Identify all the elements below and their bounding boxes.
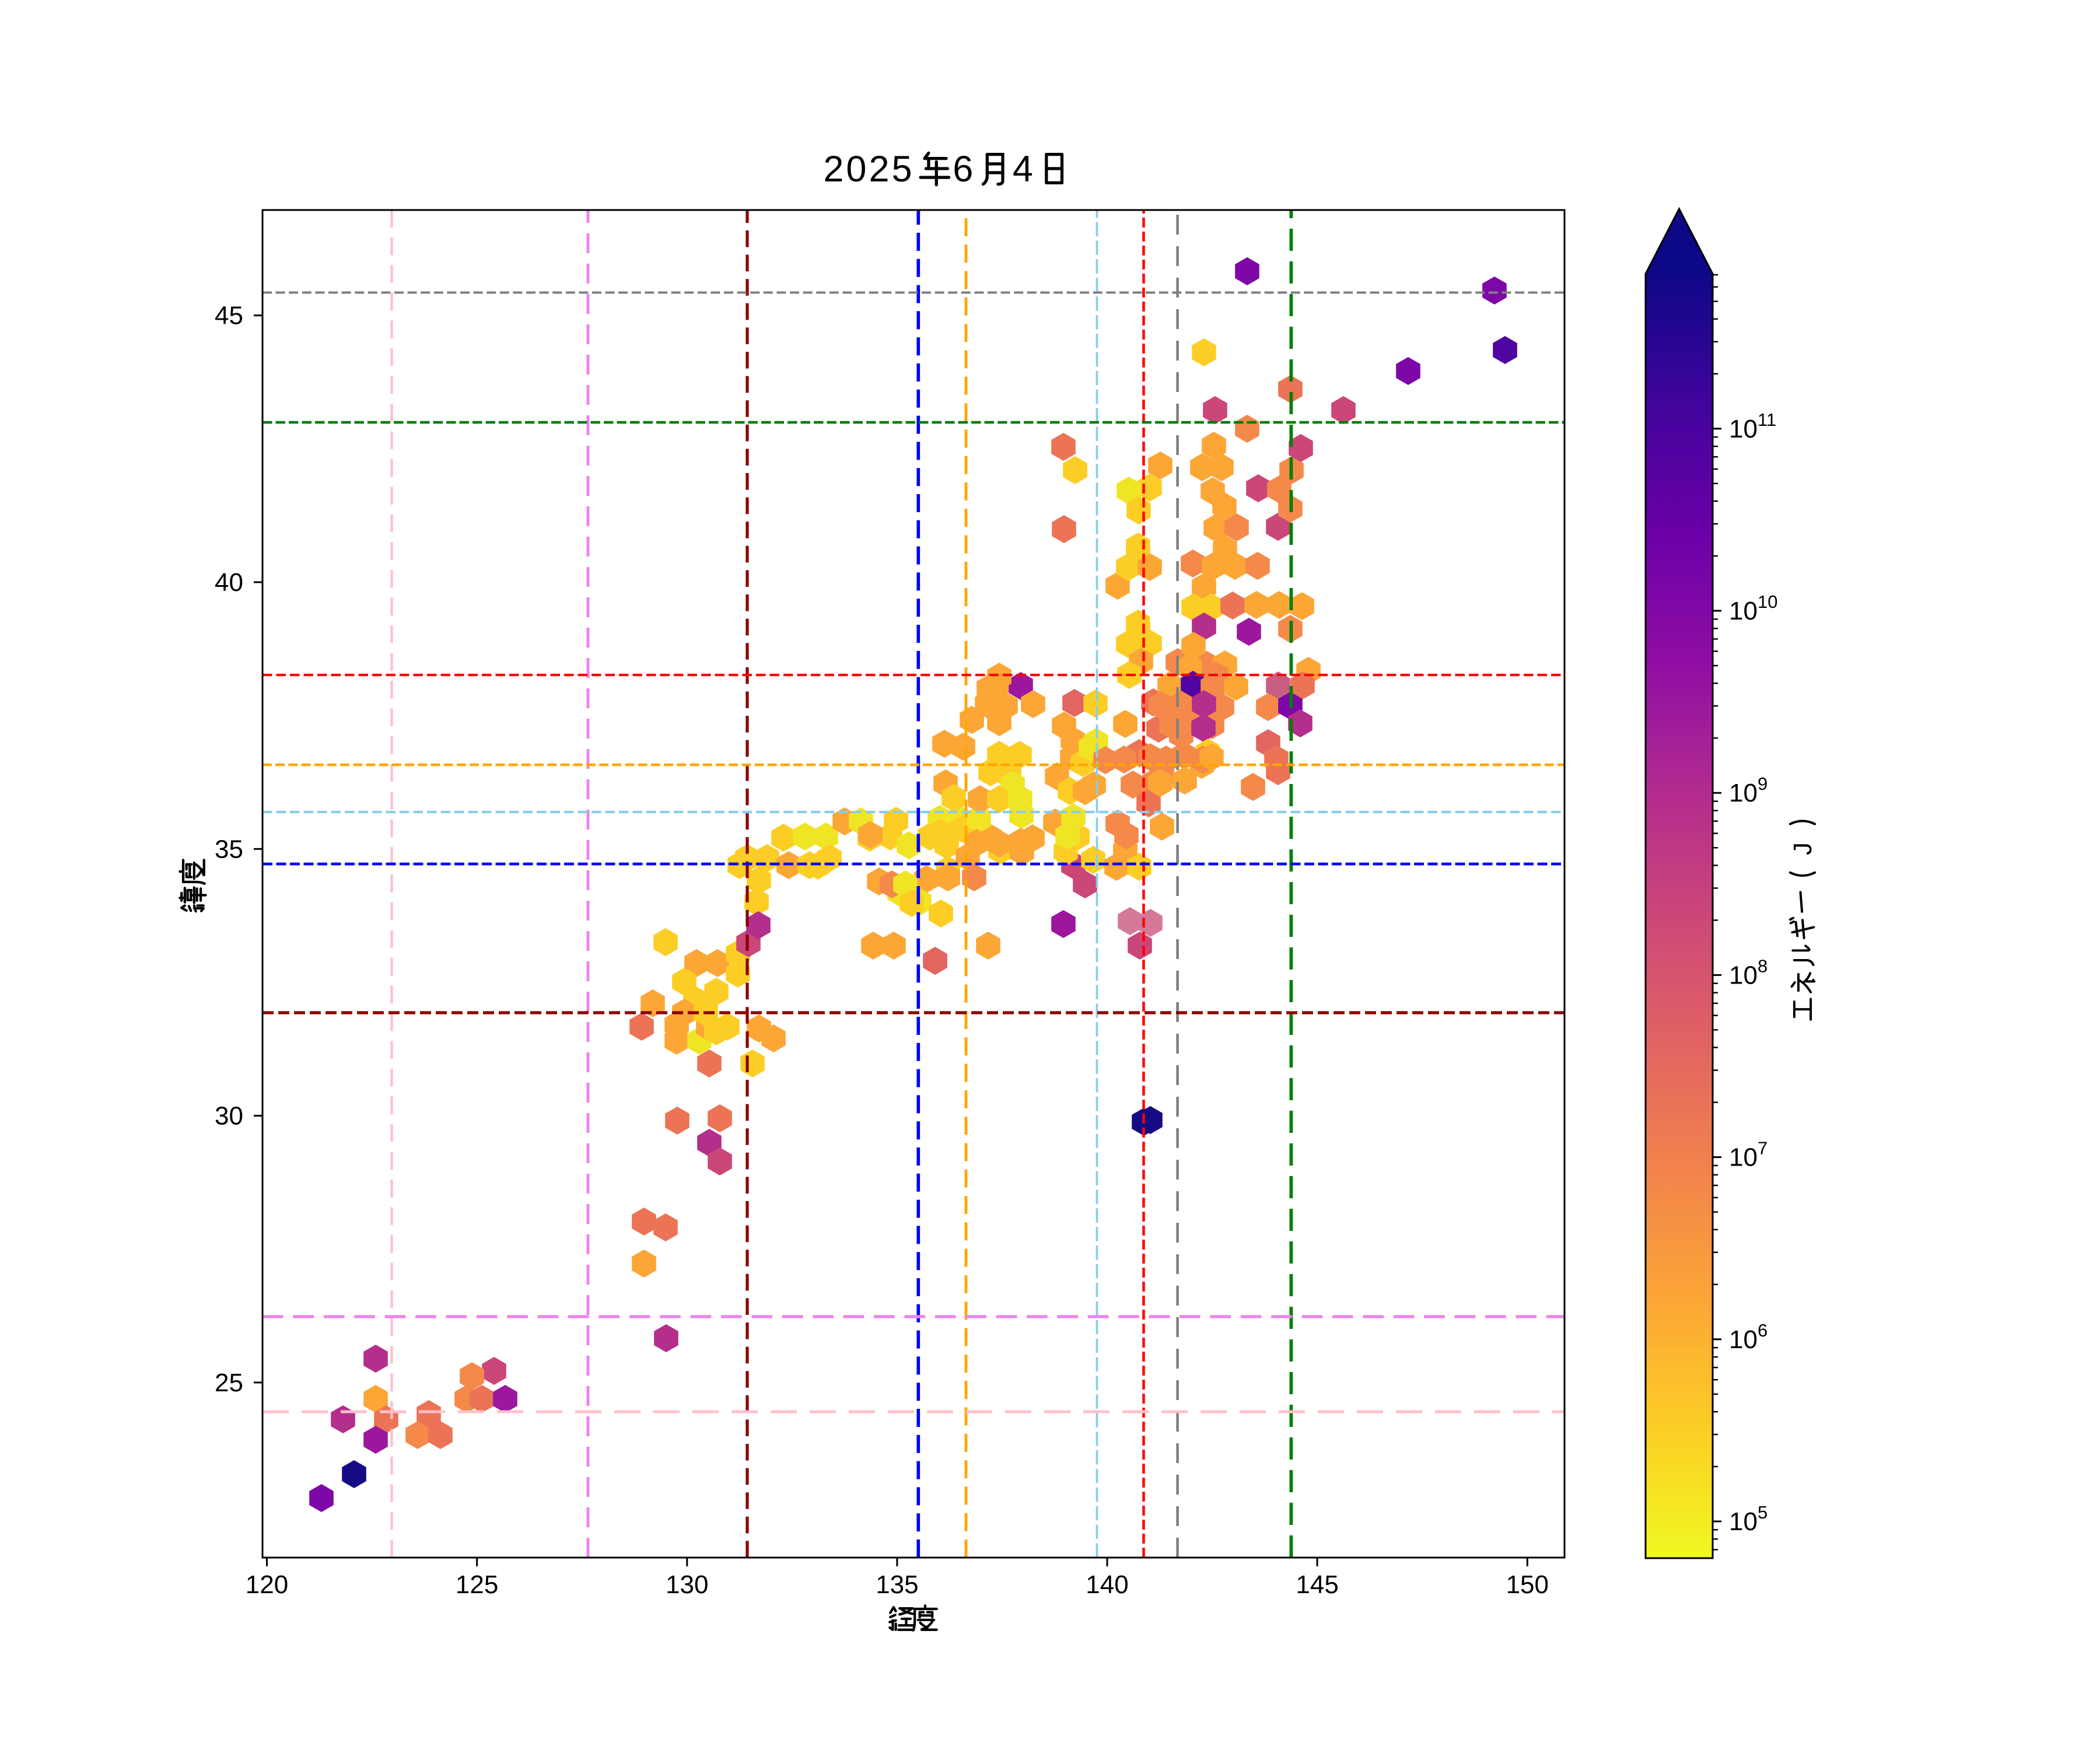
svg-text:2025: 2025	[823, 149, 914, 190]
svg-text:45: 45	[215, 302, 243, 330]
svg-text:35: 35	[215, 835, 243, 863]
svg-text:1010: 1010	[1729, 592, 1777, 625]
svg-text:130: 130	[666, 1570, 708, 1599]
svg-text:40: 40	[215, 568, 243, 597]
svg-text:120: 120	[246, 1570, 288, 1599]
svg-text:J: J	[1788, 842, 1817, 855]
svg-text:125: 125	[456, 1570, 498, 1599]
svg-text:4: 4	[1013, 149, 1033, 190]
svg-text:135: 135	[876, 1570, 918, 1599]
svg-text:6: 6	[953, 149, 973, 190]
svg-text:25: 25	[215, 1369, 243, 1397]
svg-text:140: 140	[1086, 1570, 1128, 1599]
svg-text:107: 107	[1729, 1138, 1768, 1172]
svg-text:150: 150	[1506, 1570, 1549, 1599]
svg-text:145: 145	[1296, 1570, 1338, 1599]
svg-text:30: 30	[215, 1102, 243, 1131]
